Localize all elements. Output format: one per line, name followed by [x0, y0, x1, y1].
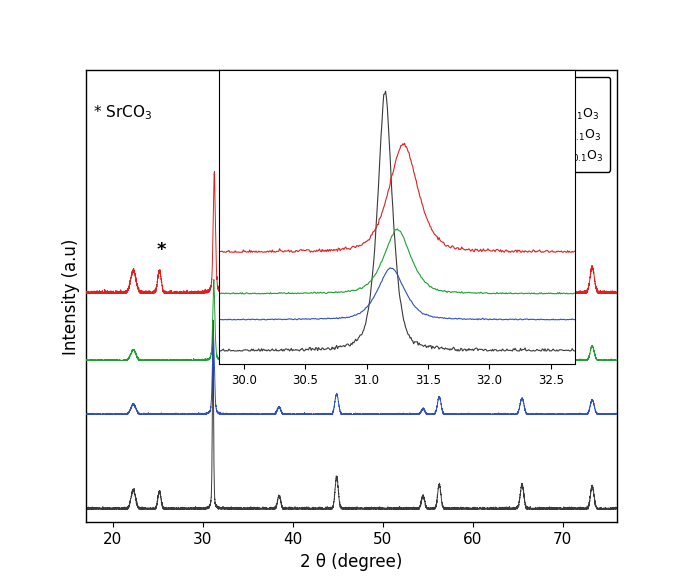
Legend: SrSnO$_3$, SrSn$_{0.9}$Ni$_{0.1}$O$_3$, SrSn$_{0.9}$Fe$_{0.1}$O$_3$, SrSn$_{0.9}: SrSnO$_3$, SrSn$_{0.9}$Ni$_{0.1}$O$_3$, …	[471, 77, 610, 172]
Text: *: *	[384, 247, 394, 265]
X-axis label: 2 θ (degree): 2 θ (degree)	[300, 553, 402, 571]
Text: *: *	[157, 241, 166, 259]
Text: *: *	[356, 247, 366, 265]
Text: * SrCO$_3$: * SrCO$_3$	[93, 104, 152, 122]
Text: *: *	[264, 243, 274, 261]
Y-axis label: Intensity (a.u): Intensity (a.u)	[62, 238, 80, 355]
